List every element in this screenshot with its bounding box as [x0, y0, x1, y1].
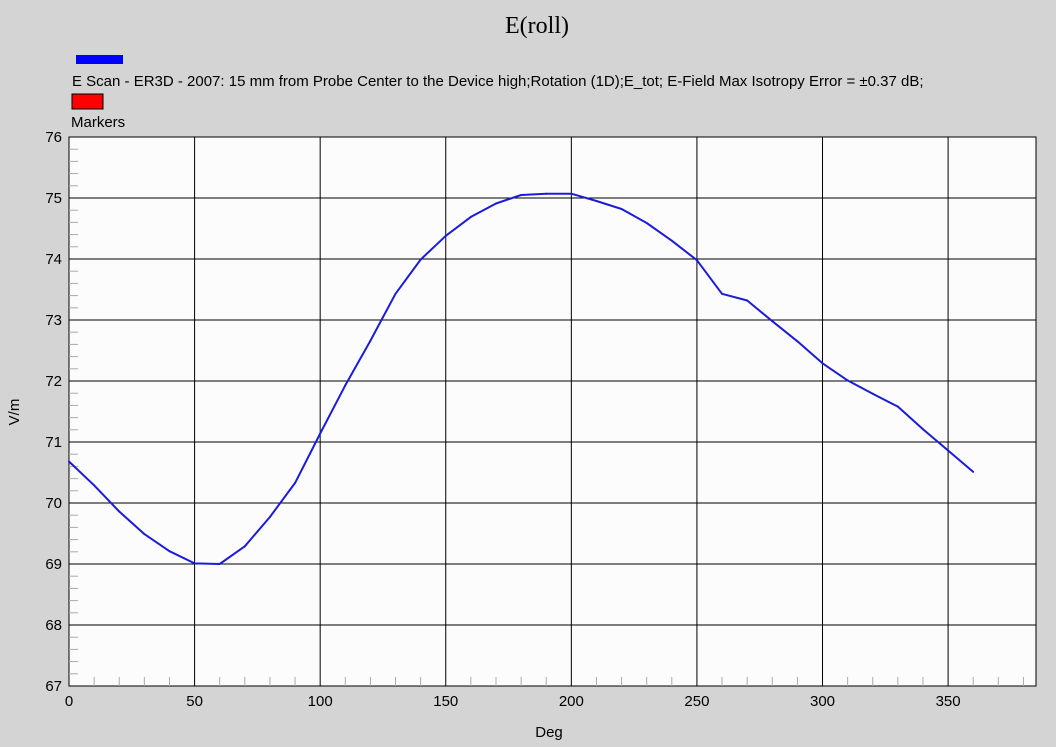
y-tick-label: 73 — [45, 312, 62, 329]
data-point — [168, 550, 171, 553]
x-axis-label: Deg — [535, 724, 563, 741]
data-point — [796, 340, 799, 343]
x-tick-label: 200 — [559, 693, 584, 710]
data-point — [193, 562, 196, 565]
data-point — [947, 449, 950, 452]
data-point — [444, 234, 447, 237]
plot-area — [68, 136, 1037, 687]
data-point — [595, 200, 598, 203]
data-point — [520, 193, 523, 196]
data-point — [369, 339, 372, 342]
data-point — [846, 379, 849, 382]
chart-title: E(roll) — [505, 13, 569, 39]
legend-swatch-series — [76, 55, 123, 64]
x-axis-ticks: 0 50 100 150 200 250 300 350 — [65, 693, 961, 710]
legend-swatch-markers — [71, 93, 104, 110]
y-tick-label: 71 — [45, 434, 62, 451]
data-point — [695, 259, 698, 262]
data-point — [721, 292, 724, 295]
legend-label-markers: Markers — [71, 114, 125, 131]
y-axis-ticks: 67 68 69 70 71 72 73 74 75 76 — [45, 129, 62, 695]
y-tick-label: 76 — [45, 129, 62, 146]
x-tick-label: 150 — [433, 693, 458, 710]
data-point — [821, 362, 824, 365]
y-tick-label: 74 — [45, 251, 62, 268]
data-point — [746, 299, 749, 302]
data-point — [394, 292, 397, 295]
data-point — [218, 563, 221, 565]
data-point — [143, 533, 146, 536]
data-point — [771, 320, 774, 323]
series-layer — [68, 192, 975, 565]
data-point — [620, 207, 623, 210]
legend-label-series: E Scan - ER3D - 2007: 15 mm from Probe C… — [72, 73, 924, 90]
x-tick-label: 250 — [684, 693, 709, 710]
data-point — [344, 384, 347, 387]
data-point — [494, 202, 497, 205]
y-tick-label: 70 — [45, 495, 62, 512]
data-point — [972, 470, 975, 473]
y-tick-label: 75 — [45, 190, 62, 207]
x-tick-label: 300 — [810, 693, 835, 710]
data-point — [921, 428, 924, 431]
data-point — [670, 239, 673, 242]
x-tick-label: 50 — [186, 693, 203, 710]
x-tick-label: 350 — [936, 693, 961, 710]
data-point — [294, 481, 297, 484]
y-tick-label: 72 — [45, 373, 62, 390]
data-point — [118, 510, 121, 513]
y-tick-label: 68 — [45, 617, 62, 634]
data-point — [68, 460, 70, 463]
data-point — [268, 516, 271, 519]
data-point — [243, 545, 246, 548]
data-point — [570, 192, 573, 195]
data-point — [469, 215, 472, 218]
y-axis-label: V/m — [6, 399, 23, 426]
data-point — [419, 258, 422, 261]
data-point — [319, 432, 322, 435]
data-point — [545, 192, 548, 195]
grid-lines — [69, 137, 1036, 686]
data-point — [896, 405, 899, 408]
data-point — [645, 222, 648, 225]
data-point — [93, 484, 96, 487]
data-point — [871, 392, 874, 395]
x-tick-label: 0 — [65, 693, 73, 710]
minor-ticks — [69, 148, 1024, 686]
y-tick-label: 67 — [45, 678, 62, 695]
y-tick-label: 69 — [45, 556, 62, 573]
x-tick-label: 100 — [308, 693, 333, 710]
